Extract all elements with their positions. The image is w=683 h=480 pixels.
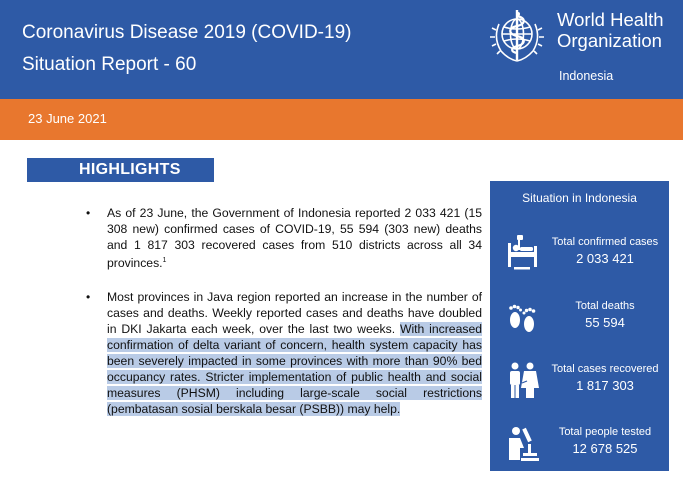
highlight-bullet: Most provinces in Java region reported a… (84, 289, 482, 417)
stat-recovered: Total cases recovered 1 817 303 (490, 359, 669, 417)
situation-sidebar: Situation in Indonesia Total confirmed c… (490, 181, 669, 471)
stat-value: 2 033 421 (576, 251, 634, 266)
stat-label: Total confirmed cases (551, 236, 659, 248)
stat-confirmed: Total confirmed cases 2 033 421 (490, 232, 669, 290)
footprints-icon (509, 304, 536, 332)
report-title: Coronavirus Disease 2019 (COVID-19) (22, 22, 352, 43)
sidebar-title: Situation in Indonesia (522, 191, 637, 205)
report-header: Coronavirus Disease 2019 (COVID-19) Situ… (0, 0, 683, 99)
highlights-heading: HIGHLIGHTS (27, 158, 214, 182)
microscope-icon (509, 427, 539, 461)
stat-label: Total people tested (558, 426, 652, 438)
org-name: World Health Organization (557, 9, 664, 51)
highlights-list: As of 23 June, the Government of Indones… (84, 205, 482, 417)
who-emblem-icon (490, 10, 544, 62)
org-country: Indonesia (559, 69, 614, 83)
highlight-text: As of 23 June, the Government of Indones… (107, 206, 482, 271)
stat-value: 12 678 525 (572, 441, 638, 456)
highlight-text: Most provinces in Java region reported a… (107, 290, 482, 337)
footnote-ref[interactable]: 1 (162, 257, 167, 264)
report-subtitle: Situation Report - 60 (22, 54, 197, 75)
highlight-bullet: As of 23 June, the Government of Indones… (84, 205, 482, 271)
report-date: 23 June 2021 (28, 111, 107, 126)
stat-label: Total deaths (575, 300, 635, 312)
stat-deaths: Total deaths 55 594 (490, 296, 669, 354)
hospital-bed-icon (508, 235, 537, 270)
selected-text: With increased confirmation of delta var… (107, 322, 482, 417)
people-icon (510, 362, 539, 398)
stat-label: Total cases recovered (551, 363, 659, 375)
stat-value: 1 817 303 (576, 378, 634, 393)
stat-value: 55 594 (585, 315, 625, 330)
date-band: 23 June 2021 (0, 99, 683, 140)
stat-tested: Total people tested 12 678 525 (490, 422, 669, 480)
